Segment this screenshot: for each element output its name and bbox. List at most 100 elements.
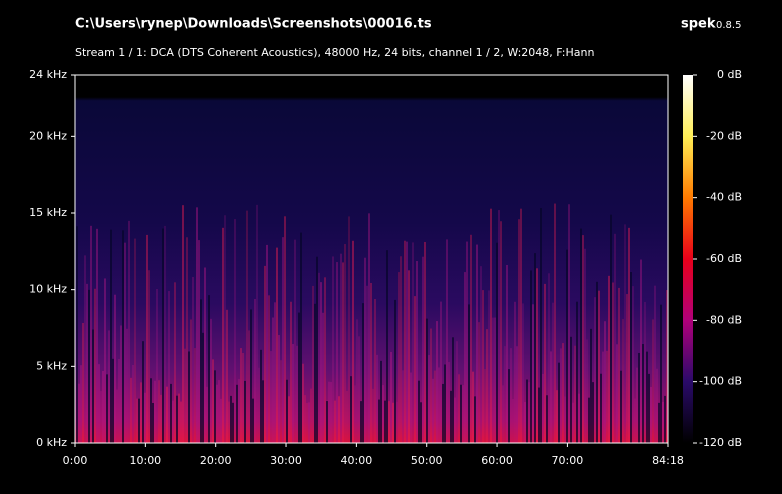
streak	[400, 256, 402, 443]
streak	[368, 213, 370, 443]
streak	[184, 348, 186, 443]
streak	[610, 214, 612, 443]
streak	[602, 351, 604, 443]
streak	[372, 388, 374, 443]
streak	[626, 294, 628, 443]
streak	[460, 384, 462, 443]
streak	[412, 242, 414, 443]
streak	[620, 370, 622, 443]
streak	[408, 270, 410, 443]
streak	[264, 265, 266, 443]
streak	[544, 283, 546, 443]
streak	[182, 205, 184, 443]
streak	[306, 402, 308, 443]
streak	[442, 383, 444, 443]
streak	[526, 379, 528, 443]
streak	[542, 373, 544, 443]
streak	[510, 348, 512, 443]
streak	[268, 295, 270, 443]
streak	[236, 384, 238, 443]
streak	[500, 221, 502, 443]
streak	[206, 386, 208, 443]
streak	[562, 343, 564, 443]
colorbar-tick-label: -60 dB	[706, 252, 742, 265]
streak	[616, 344, 618, 443]
streak	[584, 248, 586, 443]
streak	[192, 277, 194, 443]
streak	[332, 256, 334, 443]
streak	[546, 395, 548, 443]
plot-frame	[74, 74, 669, 444]
streak	[396, 401, 398, 443]
streak	[318, 272, 320, 443]
streak	[516, 346, 518, 443]
streak	[370, 282, 372, 443]
streak	[78, 383, 80, 443]
streak	[120, 325, 122, 443]
streak	[572, 402, 574, 443]
streak	[452, 337, 454, 443]
streak	[256, 204, 258, 443]
streak	[154, 380, 156, 443]
streak	[524, 402, 526, 443]
colorbar-tick-label: -100 dB	[699, 375, 742, 388]
streak	[394, 299, 396, 443]
app-name: spek	[681, 17, 716, 32]
streak	[512, 399, 514, 443]
colorbar-tick-label: -20 dB	[706, 129, 742, 142]
streak	[140, 382, 142, 443]
streak	[126, 328, 128, 443]
streak	[504, 346, 506, 443]
streak	[102, 370, 104, 443]
streak	[196, 207, 198, 443]
streak	[94, 288, 96, 443]
streak	[286, 379, 288, 443]
streak	[556, 390, 558, 443]
streak	[528, 382, 530, 443]
streak	[482, 290, 484, 443]
streak	[276, 247, 278, 443]
streak	[350, 376, 352, 443]
streak	[280, 360, 282, 443]
streak	[100, 391, 102, 443]
streak	[414, 296, 416, 443]
streak	[428, 355, 430, 443]
streak	[386, 250, 388, 443]
streak	[632, 286, 634, 443]
streak	[604, 321, 606, 443]
streak	[336, 262, 338, 443]
streak	[590, 328, 592, 443]
streak	[614, 233, 616, 443]
x-tick-label: 0:00	[63, 454, 88, 467]
streak	[656, 368, 658, 443]
streak	[502, 385, 504, 443]
streak	[568, 204, 570, 443]
streak	[98, 364, 100, 443]
streak	[310, 388, 312, 443]
streak	[654, 285, 656, 443]
streak	[492, 317, 494, 443]
streak	[478, 322, 480, 443]
streak	[574, 345, 576, 443]
streak	[212, 359, 214, 443]
streak	[652, 319, 654, 443]
streak	[446, 239, 448, 443]
file-title: C:\Users\rynep\Downloads\Screenshots\000…	[75, 17, 432, 32]
app-version: 0.8.5	[716, 20, 741, 31]
colorbar-tick-label: -80 dB	[706, 313, 742, 326]
streak	[230, 395, 232, 443]
streak	[292, 344, 294, 443]
streak	[234, 219, 236, 443]
streak	[96, 228, 98, 443]
streak	[586, 339, 588, 443]
streak	[346, 390, 348, 443]
streak	[570, 336, 572, 443]
streak	[76, 226, 78, 443]
streak	[170, 383, 172, 443]
streak	[458, 374, 460, 443]
streak	[104, 278, 106, 443]
streak	[116, 389, 118, 443]
streak	[420, 402, 422, 443]
streak	[496, 242, 498, 443]
streak	[658, 402, 660, 443]
